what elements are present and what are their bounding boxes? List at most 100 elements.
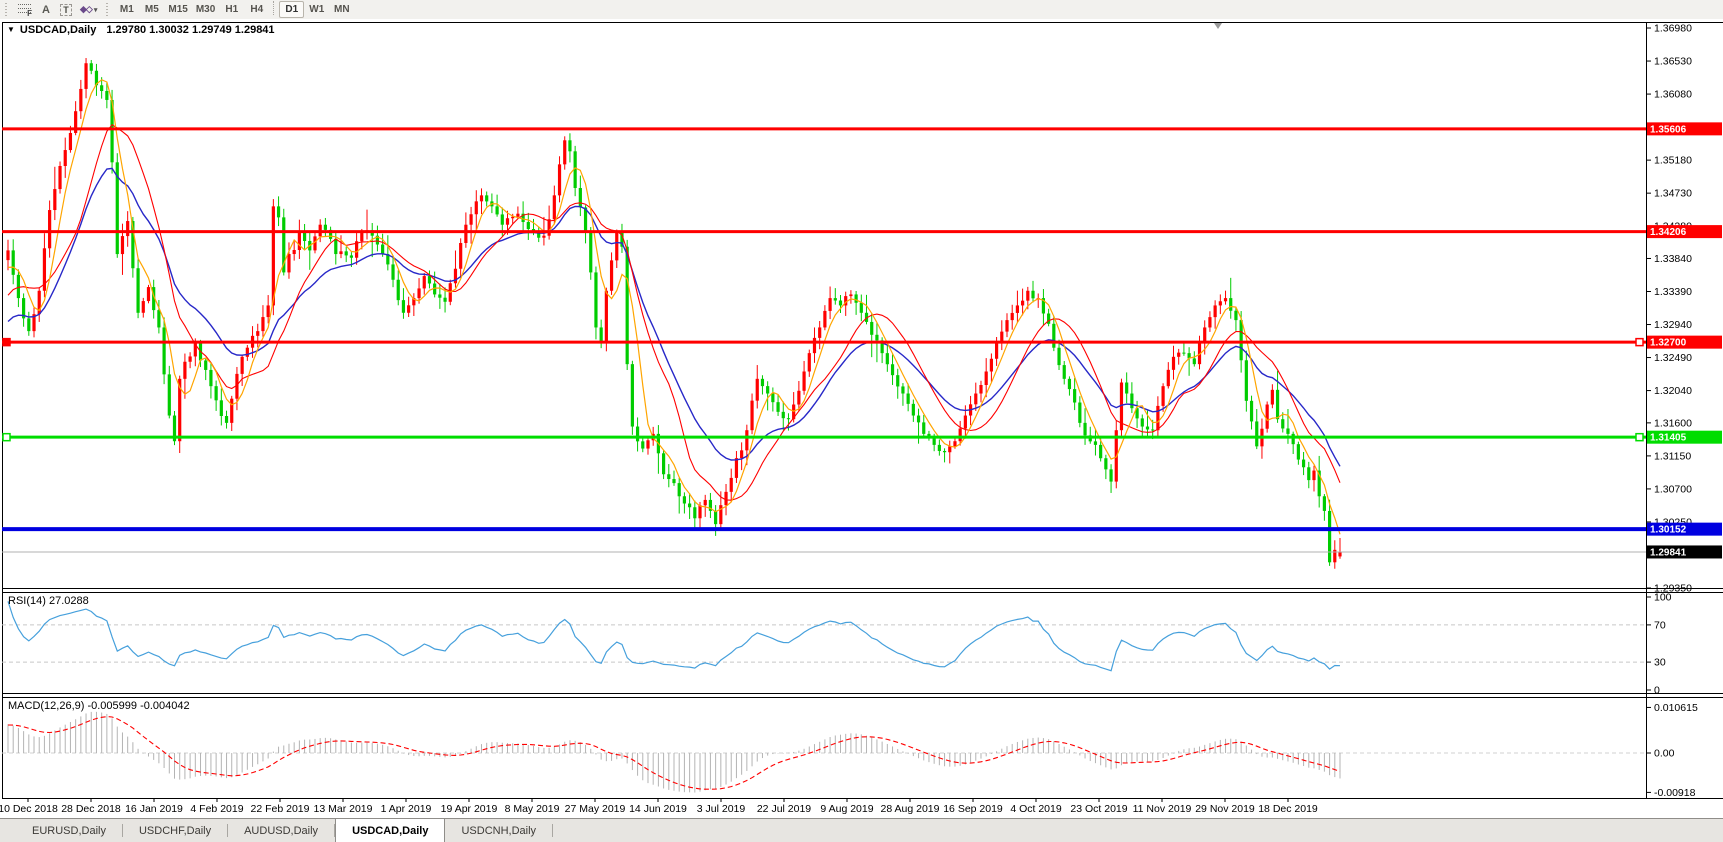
line-handle[interactable] [1635, 432, 1644, 442]
candle-body [167, 374, 171, 416]
date-tick-label: 11 Nov 2019 [1133, 803, 1192, 815]
candle-body [1021, 300, 1025, 306]
candle-body [100, 85, 104, 92]
chart-menu-icon[interactable]: ▼ [7, 25, 15, 34]
macd-histogram-bar [252, 753, 254, 767]
candle-body [635, 426, 640, 442]
candle-body [68, 132, 73, 151]
rsi-line [7, 601, 1341, 672]
macd-histogram-bar [1167, 753, 1169, 756]
candle-body [271, 206, 275, 306]
toolbar-grip[interactable] [3, 3, 10, 16]
candle-body [209, 369, 213, 387]
macd-histogram-bar [527, 745, 529, 753]
line-handle[interactable] [2, 337, 11, 347]
candle-body [276, 206, 281, 218]
candle-body [1187, 353, 1191, 359]
candle-body [339, 251, 343, 255]
macd-histogram-bar [1199, 746, 1201, 753]
macd-histogram-bar [699, 753, 701, 792]
macd-histogram-bar [970, 753, 972, 763]
candle-body [1286, 428, 1290, 434]
line-handle[interactable] [1635, 337, 1644, 347]
candle-body [745, 430, 749, 451]
candle-body [688, 503, 692, 508]
candle-body [677, 483, 681, 497]
candle-body [880, 340, 884, 354]
macd-histogram-bar [293, 742, 295, 753]
timeframe-button-MN[interactable]: MN [333, 4, 350, 15]
arrows-tool-button[interactable]: ◆◇ ▾ [76, 1, 101, 18]
candle-body [620, 232, 624, 247]
macd-histogram-bar [1245, 745, 1247, 753]
text-tool-button[interactable]: A [36, 1, 56, 18]
timeframe-button-M15[interactable]: M15 [168, 4, 188, 15]
macd-histogram-bar [881, 741, 883, 753]
date-tick-label: 10 Dec 2018 [0, 803, 58, 815]
macd-histogram-bar [330, 738, 332, 753]
macd-histogram-bar [475, 746, 477, 753]
rsi-tick-label: 30 [1654, 657, 1666, 669]
candle-body [802, 371, 806, 391]
macd-histogram-bar [616, 753, 618, 760]
symbol-tab-USDCAD[interactable]: USDCAD,Daily [335, 819, 446, 842]
chart-shift-marker-icon[interactable] [1214, 23, 1222, 29]
macd-histogram-bar [387, 746, 389, 753]
macd-histogram-bar [725, 753, 727, 785]
macd-histogram-bar [314, 738, 316, 753]
level-price-badge [1647, 335, 1722, 349]
macd-histogram-bar [17, 727, 19, 753]
candle-body [797, 390, 801, 405]
timeframe-button-D1[interactable]: D1 [279, 1, 305, 18]
macd-histogram-bar [798, 750, 800, 753]
macd-histogram-bar [1193, 747, 1195, 753]
timeframe-button-M5[interactable]: M5 [144, 4, 159, 15]
macd-histogram-bar [366, 742, 368, 753]
macd-histogram-bar [1120, 753, 1122, 766]
macd-histogram-bar [855, 733, 857, 753]
symbol-tab-USDCHF[interactable]: USDCHF,Daily [138, 824, 212, 837]
date-tick-label: 22 Feb 2019 [251, 803, 310, 815]
drawing-tools-group: F A T ◆◇ ▾ [13, 1, 101, 18]
line-handle[interactable] [2, 432, 11, 442]
symbol-tab-AUDUSD[interactable]: AUDUSD,Daily [244, 824, 319, 837]
candle-body [178, 378, 182, 442]
candle-body [828, 298, 832, 311]
candle-body [896, 375, 900, 387]
candle-body [42, 248, 47, 291]
timeframe-button-M1[interactable]: M1 [119, 4, 134, 15]
symbol-tab-USDCNH[interactable]: USDCNH,Daily [461, 824, 537, 837]
timeframe-button-W1[interactable]: W1 [309, 4, 325, 15]
macd-tick-label: 0.010615 [1654, 702, 1698, 714]
macd-histogram-bar [454, 753, 456, 756]
macd-histogram-bar [1178, 750, 1180, 753]
symbol-tab-EURUSD[interactable]: EURUSD,Daily [32, 824, 106, 837]
timeframe-button-M30[interactable]: M30 [195, 4, 216, 15]
candle-body [646, 440, 650, 449]
timeframe-button-H1[interactable]: H1 [225, 4, 239, 15]
text-label-tool-button[interactable]: T [56, 1, 76, 18]
macd-histogram-bar [512, 743, 514, 753]
macd-histogram-bar [1266, 753, 1268, 758]
fibonacci-tool-button[interactable]: F [13, 1, 36, 18]
candle-body [1073, 389, 1077, 403]
macd-histogram-bar [1068, 749, 1070, 753]
candle-body [459, 242, 463, 269]
candle-body [667, 474, 671, 480]
candle-body [204, 360, 208, 370]
macd-histogram-bar [751, 753, 753, 767]
macd-histogram-bar [1089, 753, 1091, 762]
toolbar-grip[interactable] [104, 3, 112, 16]
timeframe-button-H4[interactable]: H4 [250, 4, 264, 15]
current-price-badge [1647, 545, 1722, 559]
level-price-badge [1647, 430, 1722, 444]
chart-canvas[interactable]: 1.36980 1.36530 1.36080 1.35180 1.34730 1.342… [0, 19, 1723, 818]
chart-area[interactable]: 1.36980 1.36530 1.36080 1.35180 1.34730 1.342… [0, 19, 1723, 818]
macd-histogram-bar [1079, 753, 1081, 756]
macd-histogram-bar [829, 737, 831, 753]
macd-histogram-bar [787, 752, 789, 754]
candle-body [630, 364, 634, 427]
candle-body [110, 99, 114, 163]
candle-body [422, 276, 426, 289]
candle-body [1000, 331, 1004, 343]
